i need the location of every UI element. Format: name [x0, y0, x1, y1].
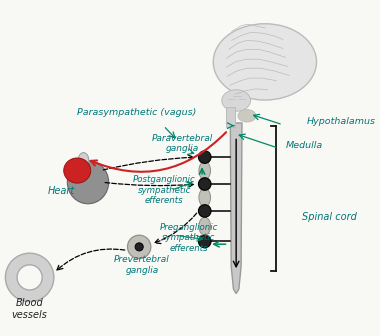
Circle shape — [198, 235, 211, 248]
Text: Paravertebral
ganglia: Paravertebral ganglia — [152, 134, 213, 153]
Ellipse shape — [78, 153, 89, 169]
Circle shape — [198, 205, 211, 217]
Ellipse shape — [199, 217, 211, 235]
Polygon shape — [226, 107, 235, 127]
Circle shape — [135, 243, 143, 251]
Ellipse shape — [64, 158, 91, 183]
Ellipse shape — [222, 90, 250, 111]
Text: Blood
vessels: Blood vessels — [12, 298, 48, 320]
Text: Postganglionic
sympathetic
efferents: Postganglionic sympathetic efferents — [133, 175, 196, 205]
Text: Heart: Heart — [48, 186, 75, 196]
Polygon shape — [230, 123, 242, 294]
Text: Prevertebral
ganglia: Prevertebral ganglia — [114, 255, 170, 275]
Text: Medulla: Medulla — [285, 141, 323, 150]
Ellipse shape — [213, 24, 317, 100]
Circle shape — [128, 235, 151, 258]
Text: Hypothalamus: Hypothalamus — [307, 117, 376, 126]
Circle shape — [198, 178, 211, 190]
Circle shape — [198, 151, 211, 163]
Text: Preganglionic
sympathetic
efferents: Preganglionic sympathetic efferents — [159, 223, 218, 253]
Text: Spinal cord: Spinal cord — [302, 212, 356, 222]
Ellipse shape — [238, 110, 256, 122]
Ellipse shape — [199, 162, 211, 179]
Circle shape — [17, 265, 42, 290]
Circle shape — [5, 253, 54, 302]
Text: Parasympathetic (vagus): Parasympathetic (vagus) — [77, 108, 196, 117]
Ellipse shape — [199, 188, 211, 206]
Ellipse shape — [67, 161, 109, 204]
